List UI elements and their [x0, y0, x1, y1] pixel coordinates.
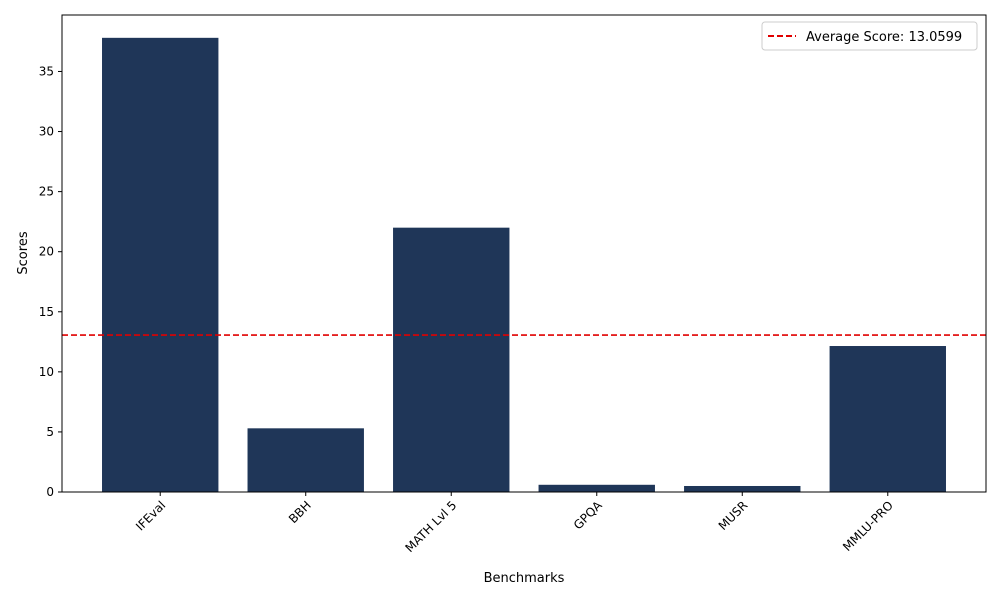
bar-ifeval — [102, 37, 219, 493]
legend-box — [761, 21, 978, 51]
y-tick-label: 20 — [39, 245, 54, 259]
x-axis-label: Benchmarks — [484, 571, 565, 586]
x-tick-label: MUSR — [716, 498, 751, 533]
x-tick-label: MATH Lvl 5 — [403, 498, 460, 555]
bar-bbh — [247, 428, 364, 492]
x-tick-label: IFEval — [133, 498, 168, 533]
x-tick-label: MMLU-PRO — [840, 498, 896, 554]
bar-gpqa — [538, 484, 655, 492]
x-tick-label: GPQA — [571, 498, 606, 533]
y-axis-label: Scores — [16, 231, 31, 274]
legend: Average Score: 13.0599 — [761, 21, 978, 51]
y-tick-label: 5 — [46, 425, 54, 439]
bars-layer — [102, 37, 946, 493]
y-tick-label: 25 — [39, 185, 54, 199]
y-tick-label: 0 — [46, 485, 54, 499]
y-tick-label: 10 — [39, 365, 54, 379]
bar-math-lvl-5 — [393, 227, 510, 492]
bar-mmlu-pro — [829, 346, 946, 492]
y-tick-label: 15 — [39, 305, 54, 319]
legend-entry-average: Average Score: 13.0599 — [806, 30, 962, 45]
plot-frame — [61, 14, 987, 493]
y-tick-label: 35 — [39, 64, 54, 78]
y-tick-label: 30 — [39, 125, 54, 139]
bar-musr — [684, 485, 801, 492]
x-tick-label: BBH — [286, 498, 314, 526]
